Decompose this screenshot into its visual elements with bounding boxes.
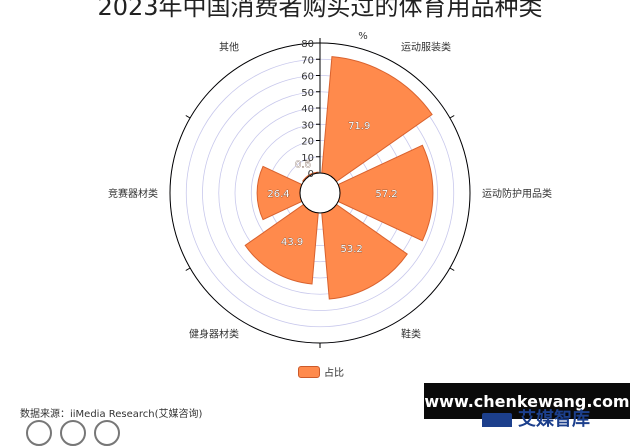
share-circle-icon[interactable]: [26, 420, 52, 446]
share-circle-icon[interactable]: [60, 420, 86, 446]
brand-mark-icon: [482, 413, 512, 427]
polar-bar-chart: 71.9 57.2 53.2 43.9 26.4 0.60 10 20 30 40 50 60 70 80…: [108, 31, 552, 348]
category-tick: [185, 267, 191, 271]
category-tick: [185, 115, 191, 119]
data-label: 53.2: [340, 244, 362, 255]
category-label: 其他: [219, 41, 239, 54]
category-tick: [449, 267, 455, 271]
radial-tick-label: 80: [301, 39, 314, 50]
category-label: 竞赛器材类: [108, 187, 158, 200]
radial-tick-label: 10: [301, 153, 314, 164]
data-label: 0.6: [295, 160, 311, 171]
data-label: 26.4: [267, 189, 289, 200]
inner-ring: [299, 172, 341, 214]
chart-title: 2023年中国消费者购买过的体育用品种类: [97, 0, 543, 21]
category-tick: [449, 115, 455, 119]
brand-name: 艾媒智库: [518, 409, 590, 430]
radial-tick-label: 0: [308, 169, 314, 180]
radial-axis-unit: %: [358, 31, 368, 42]
category-label: 健身器材类: [189, 327, 239, 340]
source-note: 数据来源：iiMedia Research(艾媒咨询): [20, 409, 203, 420]
share-icons: [26, 420, 128, 446]
legend-label: 占比: [324, 368, 344, 379]
radial-tick-label: 50: [301, 88, 314, 99]
category-label: 运动服装类: [401, 41, 451, 54]
legend[interactable]: 占比: [298, 364, 344, 379]
radial-tick-label: 70: [301, 55, 314, 66]
brand-logo: 艾媒智库: [482, 409, 590, 430]
category-label: 运动防护用品类: [482, 187, 552, 200]
radial-tick-label: 20: [301, 137, 314, 148]
radial-tick-label: 30: [301, 120, 314, 131]
radial-tick-label: 40: [301, 104, 314, 115]
radial-tick-label: 60: [301, 72, 314, 83]
watermark: www.chenkewang.com: [424, 383, 630, 419]
data-label: 57.2: [375, 189, 397, 200]
legend-swatch: [298, 365, 320, 378]
category-label: 鞋类: [401, 327, 421, 340]
data-label: 43.9: [281, 237, 303, 248]
share-circle-icon[interactable]: [94, 420, 120, 446]
data-label: 71.9: [348, 121, 370, 132]
